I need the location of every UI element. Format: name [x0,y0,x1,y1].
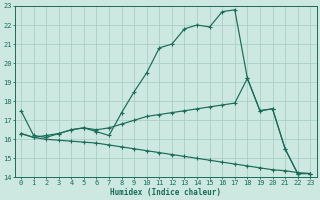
X-axis label: Humidex (Indice chaleur): Humidex (Indice chaleur) [110,188,221,197]
